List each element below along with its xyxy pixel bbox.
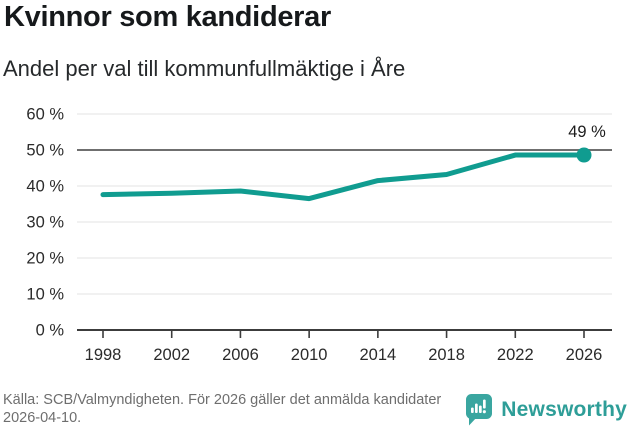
x-tick-label: 2014 <box>359 346 396 364</box>
source-note: Källa: SCB/Valmyndigheten. För 2026 gäll… <box>3 392 442 426</box>
x-tick-label: 2026 <box>566 346 603 364</box>
chart-subtitle: Andel per val till kommunfullmäktige i Å… <box>3 56 406 81</box>
newsworthy-speech-bubble-chart-icon <box>466 394 493 426</box>
end-point-marker <box>576 147 592 163</box>
newsworthy-logo: Newsworthy <box>465 393 627 426</box>
y-tick-label: 0 % <box>36 322 65 340</box>
y-tick-label: 50 % <box>26 142 64 160</box>
y-tick-label: 40 % <box>26 178 64 196</box>
x-tick-label: 1998 <box>85 346 122 364</box>
trend-line <box>100 152 587 202</box>
x-tick-label: 2018 <box>428 346 465 364</box>
x-tick-label: 2002 <box>153 346 190 364</box>
x-tick-label: 2006 <box>222 346 259 364</box>
y-tick-label: 60 % <box>26 106 64 124</box>
y-tick-label: 10 % <box>26 286 64 304</box>
chart-title: Kvinnor som kandiderar <box>4 1 331 33</box>
end-point-label: 49 % <box>568 123 606 141</box>
chart-canvas: 0 % 10 % 20 % 30 % 40 % 50 % 60 % 1998 2002 2006 2… <box>26 106 612 364</box>
chart-footer: Källa: SCB/Valmyndigheten. För 2026 gäll… <box>0 387 631 439</box>
newsworthy-wordmark: Newsworthy <box>501 397 627 421</box>
x-tick-label: 2010 <box>291 346 328 364</box>
y-tick-label: 30 % <box>26 214 64 232</box>
x-tick-label: 2022 <box>497 346 534 364</box>
y-tick-label: 20 % <box>26 250 64 268</box>
line-chart: 0 % 10 % 20 % 30 % 40 % 50 % 60 % 1998 2002 2006 2… <box>0 100 631 375</box>
